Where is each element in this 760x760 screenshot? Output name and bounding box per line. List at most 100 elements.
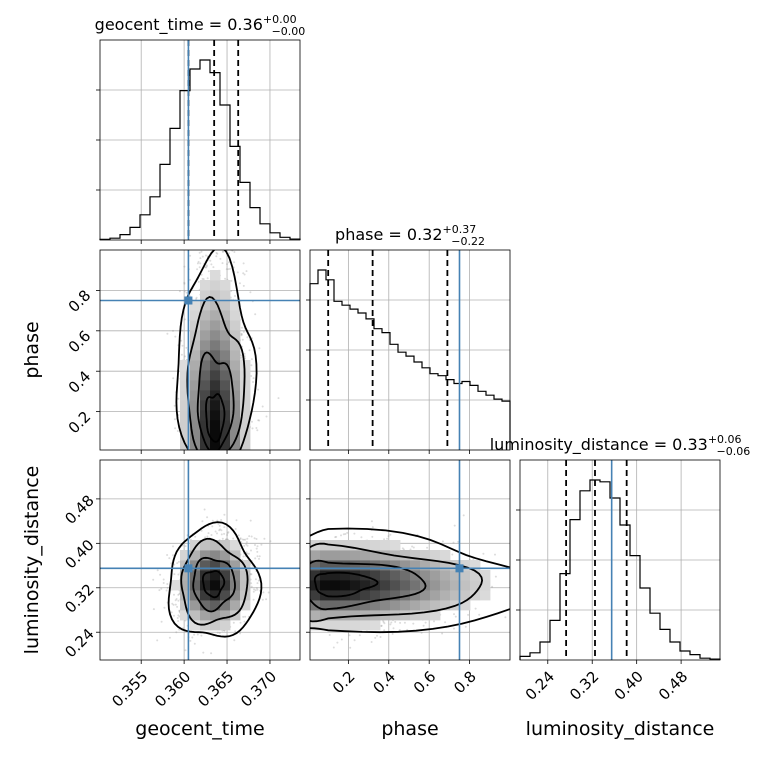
density-bin: [470, 590, 481, 601]
density-bin: [220, 590, 231, 601]
density-bin: [230, 300, 241, 311]
density-bin: [410, 590, 421, 601]
sample-point: [233, 261, 236, 264]
density-bin: [190, 320, 201, 331]
sample-point: [246, 544, 249, 547]
density-bin: [210, 570, 221, 581]
density-bin: [230, 380, 241, 391]
sample-point: [253, 588, 255, 591]
density-bin: [240, 410, 251, 421]
density-bin: [330, 620, 341, 631]
density-bin: [220, 380, 231, 391]
density-bin: [430, 550, 441, 561]
density-bin: [190, 610, 201, 621]
density-bin: [180, 400, 191, 411]
density-bin: [220, 280, 231, 291]
density-bin: [220, 340, 231, 351]
density-bin: [460, 590, 471, 601]
sample-point: [185, 291, 188, 294]
x-tick-label: 0.32: [566, 668, 602, 704]
sample-point: [261, 405, 264, 408]
density-bin: [220, 310, 231, 321]
density-bin: [360, 580, 371, 591]
sample-point: [176, 562, 179, 565]
density-bin: [320, 560, 331, 571]
sample-point: [250, 573, 253, 576]
density-bin: [420, 570, 431, 581]
x-tick-label: 0.4: [369, 668, 399, 698]
density-bin: [440, 560, 451, 571]
sample-point: [177, 573, 180, 576]
density-bin: [350, 620, 361, 631]
sample-point: [196, 268, 199, 271]
density-bin: [380, 540, 391, 551]
sample-point: [444, 621, 447, 624]
density-bin: [190, 350, 201, 361]
density-bin: [200, 360, 211, 371]
sample-point: [214, 530, 217, 533]
density-bin: [400, 590, 411, 601]
sample-point: [277, 397, 280, 400]
density-bin: [200, 280, 211, 291]
density-bin: [210, 620, 221, 631]
sample-point: [216, 519, 219, 522]
sample-point: [166, 586, 169, 589]
density-bin: [190, 360, 201, 371]
sample-point: [180, 353, 183, 356]
sample-point: [262, 591, 265, 594]
density-bin: [340, 570, 351, 581]
density-bin: [410, 570, 421, 581]
contour-line: [310, 559, 427, 611]
density-bin: [440, 580, 451, 591]
sample-point: [156, 639, 159, 642]
sample-point: [235, 519, 238, 522]
density-bin: [370, 570, 381, 581]
density-bin: [220, 610, 231, 621]
title-geocent_time: geocent_time = 0.36+0.00 −0.00: [95, 13, 306, 38]
sample-point: [239, 537, 242, 540]
sample-point: [221, 250, 224, 253]
density-bin: [380, 580, 391, 591]
sample-point: [174, 427, 177, 430]
density-bin: [240, 440, 251, 450]
sample-point: [241, 538, 244, 541]
density-bin: [340, 550, 351, 561]
density-bin: [390, 540, 401, 551]
sample-point: [332, 646, 335, 649]
sample-point: [225, 538, 228, 541]
sample-point: [200, 529, 203, 532]
sample-point: [199, 262, 202, 265]
density-bin: [370, 550, 381, 561]
sample-point: [422, 624, 425, 627]
density-bin: [440, 590, 451, 601]
density-bin: [210, 600, 221, 611]
sample-point: [257, 419, 260, 422]
x-tick-label: 0.360: [151, 668, 194, 711]
density-bin: [210, 350, 221, 361]
density-bin: [350, 550, 361, 561]
sample-point: [220, 529, 223, 532]
sample-point: [195, 296, 198, 299]
sample-point: [250, 549, 252, 552]
sample-point: [178, 609, 181, 612]
density-bin: [370, 600, 381, 611]
y-tick-label: 0.48: [61, 491, 97, 527]
truth-marker: [184, 564, 193, 573]
sample-point: [174, 599, 177, 602]
density-bin: [210, 560, 221, 571]
sample-point: [223, 526, 226, 529]
sample-point: [254, 589, 257, 592]
sample-point: [246, 336, 249, 339]
sample-point: [244, 538, 247, 541]
sample-point: [173, 404, 176, 407]
sample-point: [177, 593, 180, 596]
sample-point: [250, 582, 253, 585]
contour-line: [180, 537, 249, 626]
density-bin: [470, 580, 481, 591]
sample-point: [358, 634, 361, 637]
sample-point: [178, 290, 181, 293]
sample-point: [412, 622, 415, 625]
panel-frame: [309, 459, 511, 661]
sample-point: [250, 358, 253, 361]
sample-point: [220, 519, 223, 521]
